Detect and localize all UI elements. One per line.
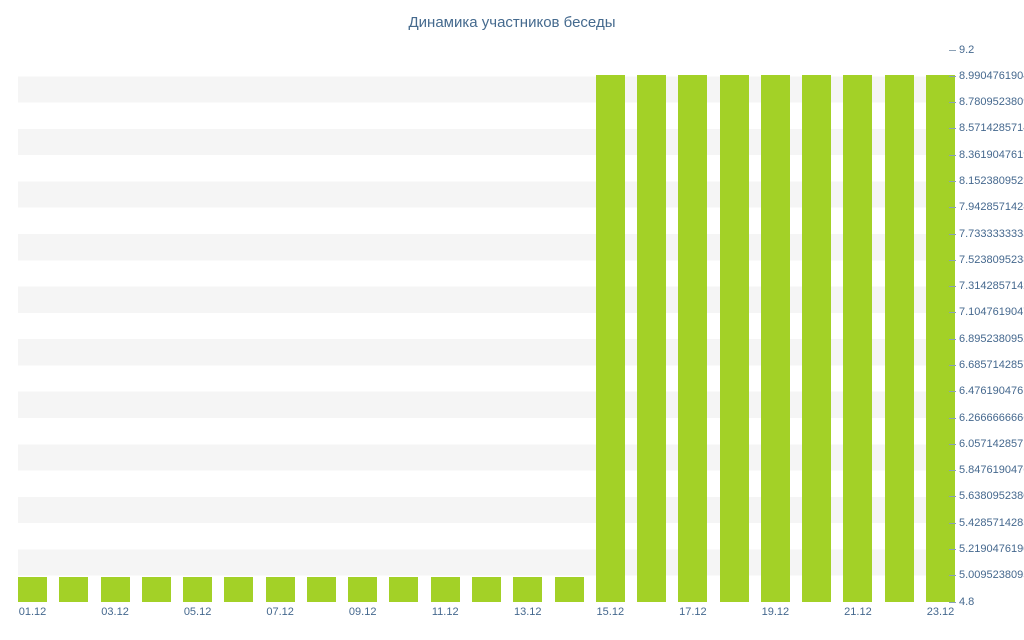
bar-10.12 [389,576,419,602]
y-axis-label: 7.314285714285714 [959,280,1024,293]
y-axis-label: 5.847619047619048 [959,464,1024,477]
y-axis-label: 8.990476190476190 [959,69,1024,82]
bar-04.12 [141,576,171,602]
x-axis-label: 17.12 [679,606,707,618]
y-axis-label: 5.428571428571429 [959,516,1024,529]
x-axis-label: 13.12 [514,606,542,618]
x-axis-label: 03.12 [101,606,129,618]
y-axis-label: 6.476190476190476 [959,385,1024,398]
y-axis-label: 6.266666666666667 [959,411,1024,424]
bar-21.12 [843,75,873,602]
bar-19.12 [760,75,790,602]
x-axis-label: 09.12 [348,606,377,618]
y-axis-label: 8.361904761904762 [959,148,1024,161]
x-axis-label: 11.12 [431,606,459,618]
y-axis-label: 7.733333333333333 [959,227,1024,240]
x-axis-label: 15.12 [596,606,625,618]
x-axis-label: 05.12 [183,606,212,618]
bar-18.12 [719,75,749,602]
bar-15.12 [595,75,625,602]
bar-03.12 [100,576,130,602]
y-axis-label: 8.152380952380952 [959,174,1024,187]
y-axis-label: 8.780952380952381 [959,96,1024,109]
y-axis-label: 6.057142857142857 [959,437,1024,450]
y-axis-label: 6.685714285714286 [959,358,1024,371]
x-axis-label: 19.12 [761,606,790,618]
bar-16.12 [637,75,667,602]
bar-01.12 [18,576,47,602]
y-axis-label: 5.219047619047619 [959,542,1024,555]
x-axis-label: 23.12 [926,606,955,618]
bar-17.12 [678,75,708,602]
y-axis-label: 6.895238095238095 [959,332,1024,345]
y-axis-label: 8.571428571428571 [959,122,1024,135]
y-axis-label: 9.2 [959,43,975,56]
bar-22.12 [884,75,914,602]
y-axis-label: 7.942857142857143 [959,201,1024,214]
bar-09.12 [348,576,378,602]
bar-07.12 [265,576,295,602]
bar-13.12 [513,576,543,602]
x-axis-label: 21.12 [844,606,872,618]
bar-11.12 [430,576,460,602]
bar-06.12 [224,576,254,602]
y-axis-label: 7.104761904761905 [959,306,1024,319]
bar-14.12 [554,576,584,602]
bar-12.12 [472,576,501,602]
y-axis-label: 5.009523809523810 [959,569,1024,582]
bar-23.12 [926,75,955,602]
bar-20.12 [802,75,832,602]
y-axis-label: 7.523809523809524 [959,253,1024,266]
x-axis-label: 01.12 [18,606,47,618]
y-axis-label: 4.8 [959,595,975,608]
bar-05.12 [183,576,213,602]
plot-area [18,50,955,602]
x-axis-label: 07.12 [266,606,294,618]
bar-08.12 [306,576,336,602]
chart-title: Динамика участников беседы [408,14,616,31]
y-axis-label: 5.638095238095238 [959,490,1024,503]
bar-02.12 [59,576,89,602]
